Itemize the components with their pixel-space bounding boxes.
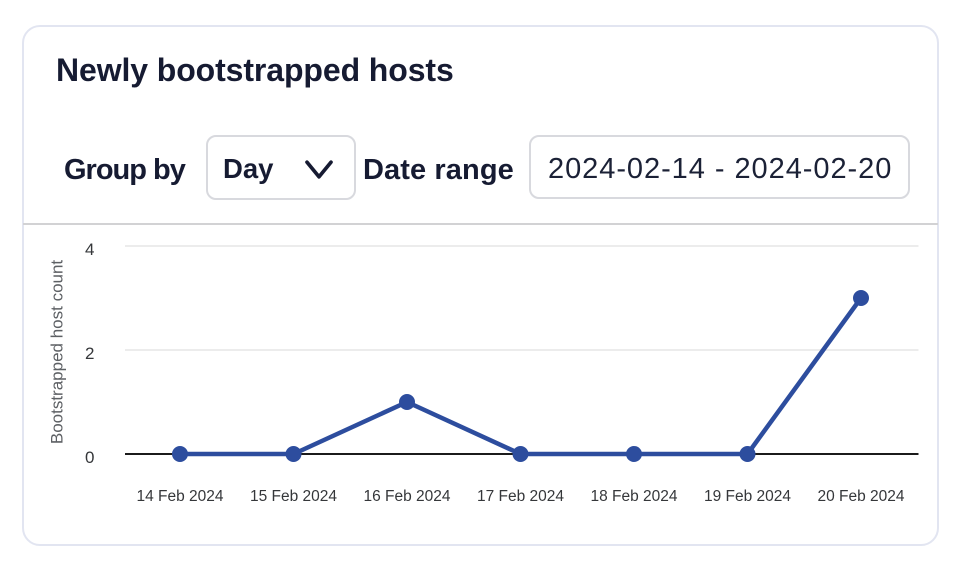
svg-text:4: 4 [85, 240, 94, 259]
svg-text:20 Feb 2024: 20 Feb 2024 [817, 488, 904, 505]
svg-text:19 Feb 2024: 19 Feb 2024 [704, 488, 791, 505]
svg-text:15 Feb 2024: 15 Feb 2024 [250, 488, 337, 505]
svg-text:0: 0 [85, 448, 94, 467]
svg-text:2: 2 [85, 344, 94, 363]
svg-text:17 Feb 2024: 17 Feb 2024 [477, 488, 564, 505]
svg-text:18 Feb 2024: 18 Feb 2024 [590, 488, 677, 505]
svg-text:Bootstrapped host count: Bootstrapped host count [48, 260, 67, 445]
svg-text:16 Feb 2024: 16 Feb 2024 [363, 488, 450, 505]
svg-text:14 Feb 2024: 14 Feb 2024 [136, 488, 223, 505]
